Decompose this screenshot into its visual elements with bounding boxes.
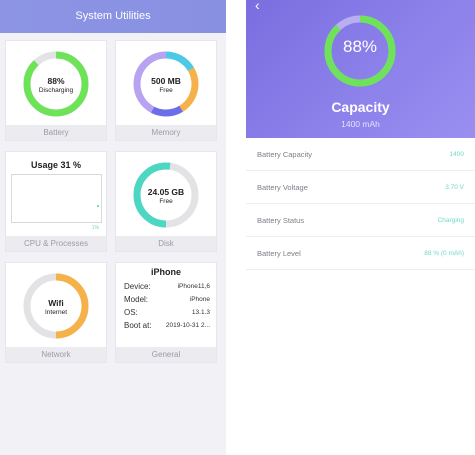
cpu-usage-graph	[11, 174, 102, 223]
battery-status: Discharging	[38, 87, 74, 94]
battery-caption: Battery	[6, 125, 106, 140]
info-key: OS:	[124, 308, 138, 317]
cpu-graph-label: 1%	[91, 225, 99, 231]
disk-caption: Disk	[116, 236, 216, 251]
capacity-title: Capacity	[331, 99, 390, 115]
row-label: Battery Level	[257, 249, 301, 258]
info-value: 2019-10-31 2...	[165, 322, 210, 329]
network-ring	[23, 273, 89, 339]
row-battery-voltage: Battery Voltage 3.70 V	[246, 171, 475, 204]
cpu-usage-title: Usage 31 %	[30, 160, 82, 170]
battery-tile[interactable]: 88% Discharging Battery	[5, 40, 107, 141]
row-label: Battery Capacity	[257, 150, 313, 159]
row-label: Battery Status	[257, 216, 305, 225]
info-value: 13.1.3	[191, 309, 210, 316]
row-label: Battery Voltage	[257, 183, 308, 192]
disk-tile[interactable]: 24.05 GB Free Disk	[115, 151, 217, 252]
memory-tile[interactable]: 500 MB Free Memory	[115, 40, 217, 141]
row-value: 1400	[449, 151, 464, 158]
capacity-ring	[324, 15, 396, 87]
network-value: Wifi	[48, 298, 64, 308]
chevron-left-icon[interactable]: ‹	[255, 0, 260, 13]
disk-sub: Free	[159, 198, 173, 205]
disk-ring	[133, 162, 199, 228]
memory-value: 500 MB	[151, 76, 181, 86]
info-value: iPhone11,6	[177, 283, 210, 290]
battery-ring	[23, 51, 89, 117]
general-tile[interactable]: iPhone Device: iPhone11,6 Model: iPhone …	[115, 262, 217, 363]
row-value: 88 % (0 mAh)	[424, 250, 464, 257]
screen-gap	[226, 0, 246, 455]
row-battery-level: Battery Level 88 % (0 mAh)	[246, 237, 475, 270]
network-sub: Internet	[44, 309, 68, 316]
capacity-subtitle: 1400 mAh	[341, 119, 380, 129]
row-battery-status: Battery Status Charging	[246, 204, 475, 237]
device-name: iPhone	[150, 267, 181, 277]
memory-caption: Memory	[116, 125, 216, 140]
battery-detail-screen: ‹ 88% Capacity 1400 mAh Battery Capacity…	[246, 0, 475, 455]
system-utilities-screen: System Utilities 88% Discharging Battery	[0, 0, 226, 455]
cpu-graph-point	[97, 205, 99, 207]
cpu-caption: CPU & Processes	[6, 236, 106, 251]
info-value: iPhone	[189, 296, 210, 303]
cpu-tile[interactable]: Usage 31 % 1% CPU & Processes	[5, 151, 107, 252]
header-title: System Utilities	[0, 0, 226, 33]
info-key: Model:	[124, 295, 149, 304]
row-battery-capacity: Battery Capacity 1400	[246, 138, 475, 171]
memory-sub: Free	[159, 87, 173, 94]
row-value: Charging	[437, 217, 464, 224]
memory-ring	[133, 51, 199, 117]
row-value: 3.70 V	[445, 184, 464, 191]
info-key: Device:	[124, 282, 151, 291]
battery-value: 88%	[47, 76, 65, 86]
network-caption: Network	[6, 347, 106, 362]
info-key: Boot at:	[124, 321, 152, 330]
capacity-percent: 88%	[342, 37, 378, 56]
disk-value: 24.05 GB	[147, 187, 185, 197]
capacity-hero: ‹ 88% Capacity 1400 mAh	[246, 0, 475, 138]
general-caption: General	[116, 347, 216, 362]
network-tile[interactable]: Wifi Internet Network	[5, 262, 107, 363]
